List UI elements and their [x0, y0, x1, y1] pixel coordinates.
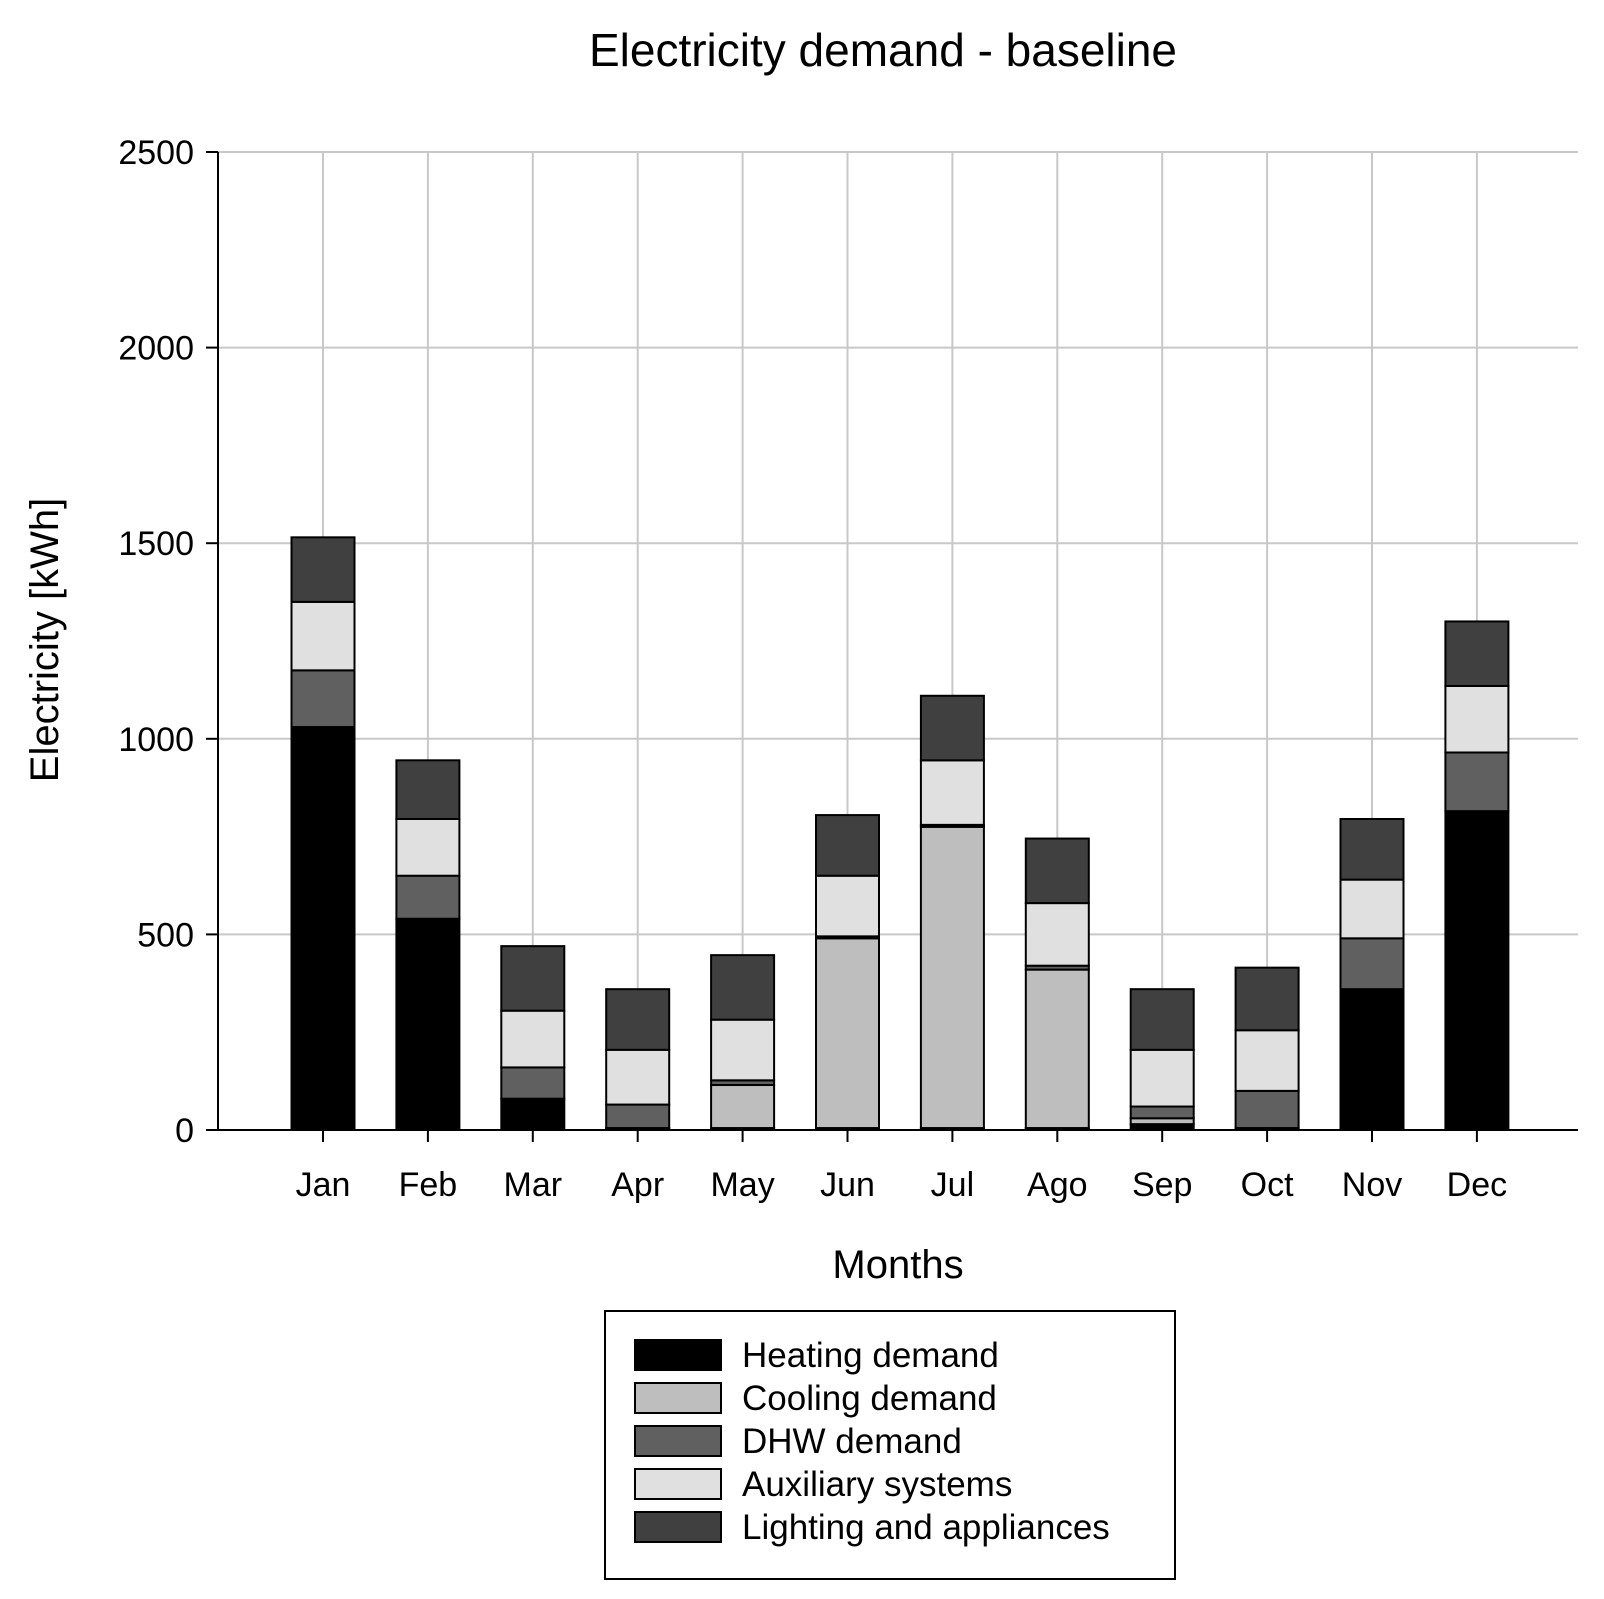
- y-tick-label: 500: [137, 916, 194, 954]
- bar-segment-dhw-demand-nov: [1339, 937, 1405, 991]
- legend-swatch: [634, 1382, 722, 1414]
- bar-segment-lighting-and-appliances-apr: [605, 988, 671, 1051]
- legend-swatch: [634, 1511, 722, 1543]
- x-tick-label: Ago: [1027, 1166, 1088, 1204]
- x-tick-label: Jan: [296, 1166, 351, 1204]
- bar-segment-lighting-and-appliances-feb: [395, 759, 461, 820]
- bar-segment-auxiliary-systems-dec: [1444, 684, 1510, 754]
- x-tick-label: Apr: [611, 1166, 664, 1204]
- x-tick-label: Jul: [931, 1166, 974, 1204]
- bar-segment-dhw-demand-mar: [500, 1066, 566, 1100]
- legend-label: Heating demand: [742, 1336, 999, 1375]
- bar-segment-lighting-and-appliances-mar: [500, 945, 566, 1012]
- legend-item: Heating demand: [634, 1336, 999, 1375]
- bar-segment-auxiliary-systems-ago: [1024, 902, 1090, 967]
- legend-label: Lighting and appliances: [742, 1508, 1110, 1547]
- x-tick-label: Mar: [504, 1166, 563, 1204]
- bar-segment-lighting-and-appliances-jun: [815, 814, 880, 877]
- bar-segment-auxiliary-systems-sep: [1129, 1048, 1195, 1108]
- bar-segment-auxiliary-systems-jun: [815, 874, 880, 938]
- y-tick-label: 0: [175, 1112, 194, 1150]
- x-tick-label: Dec: [1447, 1166, 1507, 1204]
- bar-segment-cooling-demand-jul: [919, 825, 985, 1130]
- legend-swatch: [634, 1339, 722, 1371]
- bar-segment-heating-demand-dec: [1444, 810, 1510, 1131]
- x-tick-label: May: [710, 1166, 774, 1204]
- legend-item: Cooling demand: [634, 1379, 997, 1418]
- bar-segment-dhw-demand-feb: [395, 874, 461, 920]
- legend-label: Cooling demand: [742, 1379, 997, 1418]
- axes: [206, 151, 1578, 1142]
- y-axis-title: Electricity [kWh]: [23, 498, 67, 782]
- bar-segment-heating-demand-jan: [290, 726, 356, 1132]
- x-tick-label: Sep: [1132, 1166, 1193, 1204]
- bar-segment-auxiliary-systems-apr: [605, 1048, 671, 1106]
- x-axis-title: Months: [832, 1243, 963, 1287]
- y-tick-label: 1500: [118, 525, 194, 563]
- bar-segment-heating-demand-feb: [395, 917, 461, 1132]
- x-tick-label: Nov: [1342, 1166, 1402, 1204]
- legend-label: DHW demand: [742, 1422, 962, 1461]
- bar-segment-heating-demand-mar: [500, 1097, 566, 1131]
- bar-segment-dhw-demand-apr: [605, 1103, 671, 1130]
- bar-segment-auxiliary-systems-mar: [500, 1009, 566, 1069]
- bar-segment-lighting-and-appliances-jul: [919, 694, 985, 762]
- bar-segment-lighting-and-appliances-oct: [1234, 966, 1300, 1032]
- bar-segment-auxiliary-systems-may: [710, 1018, 776, 1082]
- x-tick-label: Jun: [820, 1166, 875, 1204]
- bar-segment-lighting-and-appliances-jan: [290, 536, 356, 603]
- chart-title: Electricity demand - baseline: [589, 24, 1177, 76]
- bars: [290, 536, 1510, 1132]
- bar-segment-cooling-demand-ago: [1024, 968, 1090, 1130]
- bar-segment-dhw-demand-sep: [1129, 1105, 1195, 1120]
- y-tick-label: 1000: [118, 721, 194, 759]
- bar-segment-auxiliary-systems-feb: [395, 817, 461, 877]
- y-tick-label: 2500: [118, 134, 194, 172]
- legend-item: DHW demand: [634, 1422, 962, 1461]
- x-tick-label: Feb: [399, 1166, 458, 1204]
- bar-segment-lighting-and-appliances-nov: [1339, 817, 1405, 881]
- bar-segment-cooling-demand-jun: [815, 937, 880, 1130]
- y-tick-label: 2000: [118, 330, 194, 368]
- legend-label: Auxiliary systems: [742, 1465, 1012, 1504]
- bar-segment-dhw-demand-dec: [1444, 751, 1510, 813]
- legend-swatch: [634, 1468, 722, 1500]
- bar-segment-dhw-demand-oct: [1234, 1089, 1300, 1130]
- bar-segment-auxiliary-systems-jan: [290, 600, 356, 672]
- bar-segment-heating-demand-nov: [1339, 988, 1405, 1132]
- bar-segment-auxiliary-systems-oct: [1234, 1029, 1300, 1092]
- bar-segment-dhw-demand-jan: [290, 669, 356, 729]
- bar-segment-auxiliary-systems-jul: [919, 759, 985, 826]
- legend-item: Lighting and appliances: [634, 1508, 1110, 1547]
- legend-swatch: [634, 1425, 722, 1457]
- legend-item: Auxiliary systems: [634, 1465, 1012, 1504]
- x-tick-label: Oct: [1241, 1166, 1294, 1204]
- tick-labels: 0 500 1000 1500 2000 2500 Jan Feb Mar Apr May Jun Ju…: [118, 134, 1507, 1204]
- legend: Heating demand Cooling demand DHW demand Au…: [604, 1310, 1176, 1580]
- bar-segment-lighting-and-appliances-dec: [1444, 620, 1510, 687]
- bar-segment-auxiliary-systems-nov: [1339, 878, 1405, 940]
- bar-segment-lighting-and-appliances-may: [710, 954, 776, 1021]
- bar-segment-lighting-and-appliances-sep: [1129, 988, 1195, 1051]
- bar-segment-cooling-demand-may: [710, 1084, 776, 1130]
- bar-segment-lighting-and-appliances-ago: [1024, 837, 1090, 905]
